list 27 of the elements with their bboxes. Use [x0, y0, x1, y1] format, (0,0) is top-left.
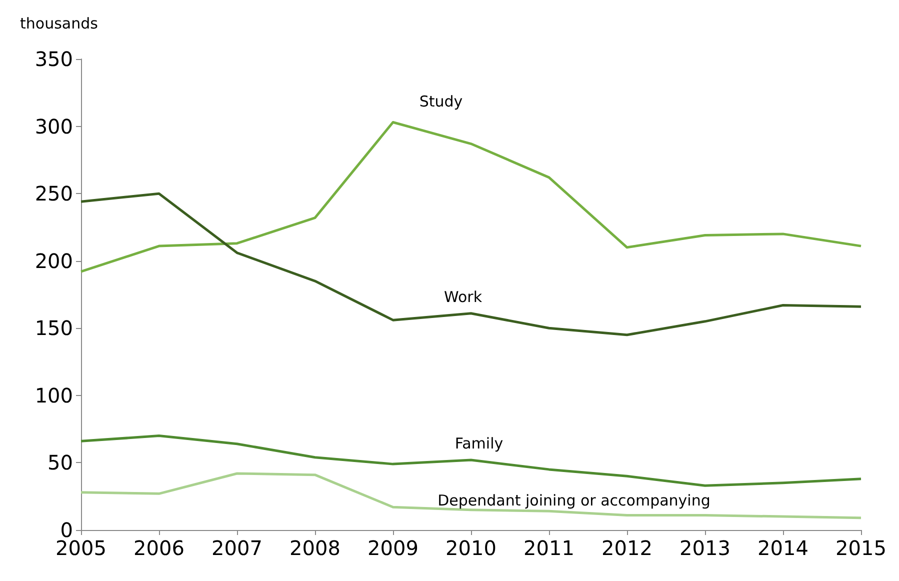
y-tick-label: 100	[34, 383, 73, 408]
x-tick-label: 2012	[602, 536, 652, 560]
y-tick-label: 350	[34, 47, 73, 71]
x-tick-label: 2006	[134, 536, 184, 560]
x-tick-label: 2008	[290, 536, 340, 560]
y-tick-label: 250	[34, 182, 73, 206]
x-tick-label: 2011	[524, 536, 574, 560]
line-series	[80, 434, 862, 487]
x-tick-label: 2014	[758, 536, 808, 560]
line-series	[80, 121, 862, 273]
x-tick-label: 2007	[212, 536, 262, 560]
x-tick-label: 2009	[368, 536, 418, 560]
y-axis-title: thousands	[20, 14, 98, 32]
x-tick-label: 2010	[446, 536, 496, 560]
series-label: Family	[454, 434, 504, 453]
x-tick-label: 2005	[56, 536, 106, 560]
y-tick-label: 300	[34, 114, 73, 138]
x-tick-label: 2015	[836, 536, 886, 560]
line-series	[80, 192, 862, 336]
y-tick-label: 50	[48, 450, 73, 475]
line-series	[80, 472, 862, 520]
series-label: Dependant joining or accompanying	[438, 492, 710, 510]
series-label: Work	[444, 288, 482, 306]
x-tick-label: 2013	[680, 536, 730, 560]
y-tick-label: 200	[34, 248, 73, 273]
series-label: Study	[419, 92, 463, 111]
y-tick-label: 150	[34, 316, 73, 340]
